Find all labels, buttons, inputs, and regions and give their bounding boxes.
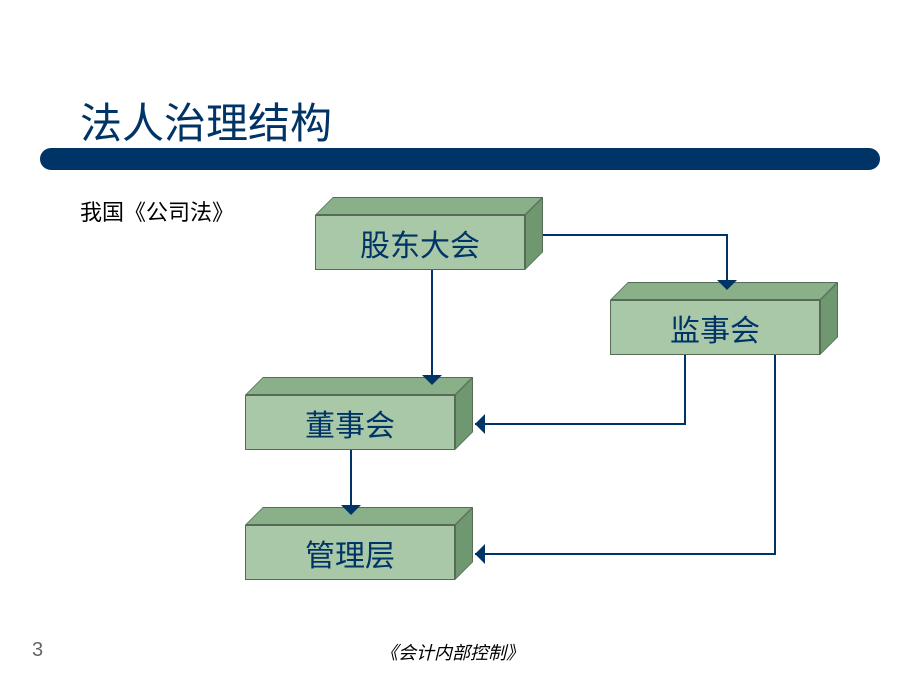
flowchart-node-directors: 董事会: [245, 395, 455, 450]
flowchart-node-supervisors: 监事会: [610, 300, 820, 355]
flowchart-node-shareholders: 股东大会: [315, 215, 525, 270]
flowchart-node-label: 股东大会: [315, 215, 525, 270]
flowchart-node-label: 监事会: [610, 300, 820, 355]
page-number: 3: [32, 639, 43, 662]
flowchart-node-label: 董事会: [245, 395, 455, 450]
flowchart-node-label: 管理层: [245, 525, 455, 580]
flowchart-diagram: 股东大会监事会董事会管理层: [0, 0, 920, 690]
slide-footer: 《会计内部控制》: [380, 639, 524, 665]
flowchart-node-management: 管理层: [245, 525, 455, 580]
